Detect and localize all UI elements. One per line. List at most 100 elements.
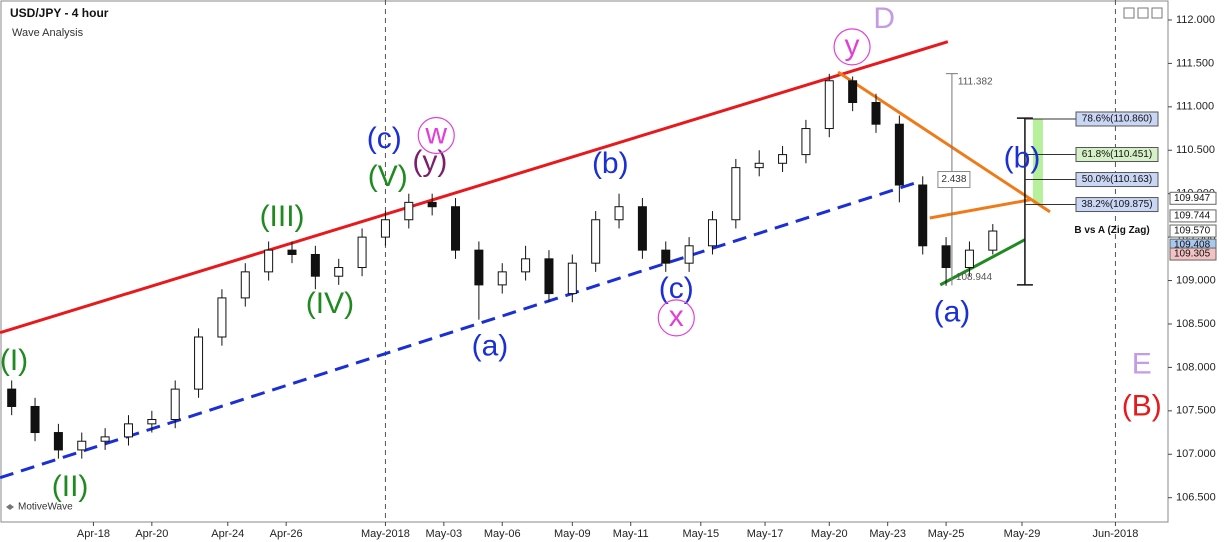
- fib-label: 78.6%(110.860): [1082, 114, 1152, 125]
- wave-label: (II): [52, 470, 89, 503]
- fib-box: [1075, 197, 1159, 213]
- price-tag-label: 109.947: [1174, 193, 1211, 204]
- fib-title: B vs A (Zig Zag): [1074, 225, 1149, 236]
- candle-body: [310, 253, 320, 277]
- target-zone: [1032, 118, 1043, 205]
- y-tick-label: 108.000: [1176, 361, 1216, 373]
- measure-box: [937, 171, 971, 189]
- y-tick-label: 112.000: [1176, 14, 1215, 26]
- candle-body: [170, 388, 180, 421]
- x-tick-label: May-23: [869, 528, 906, 540]
- candle-body: [684, 245, 694, 264]
- candle-body: [474, 249, 484, 286]
- candle-body: [544, 258, 554, 295]
- wave-label: (b): [1004, 142, 1041, 175]
- candle-body: [567, 262, 577, 295]
- wave-label: D: [873, 2, 895, 35]
- x-tick-label: Apr-24: [211, 528, 244, 540]
- wave-label: w: [424, 117, 447, 150]
- y-tick-label: 111.000: [1176, 101, 1214, 113]
- candle-body: [30, 405, 40, 434]
- candle-body: [77, 440, 87, 451]
- wave-label: (B): [1122, 389, 1162, 422]
- candle-body: [824, 80, 834, 130]
- candle-body: [334, 267, 344, 277]
- candle-body: [451, 206, 461, 251]
- wave-label: (a): [472, 329, 509, 362]
- wave-circle: [657, 299, 695, 337]
- candle-body: [147, 419, 157, 425]
- candle-body: [380, 219, 390, 238]
- y-tick-label: 110.500: [1176, 144, 1215, 156]
- candle-body: [848, 80, 858, 103]
- candle-body: [918, 184, 928, 247]
- wave-label: (I): [0, 344, 28, 377]
- candle-body: [217, 297, 227, 338]
- candle-body: [614, 206, 624, 221]
- y-tick-label: 108.500: [1176, 318, 1216, 330]
- candle-body: [894, 123, 904, 186]
- wave-label: (III): [260, 200, 305, 233]
- wave-label: (V): [368, 160, 408, 193]
- x-tick-label: May-17: [747, 528, 784, 540]
- candle-body: [801, 128, 811, 156]
- trendline: [929, 198, 1031, 220]
- x-tick-label: May-03: [425, 528, 462, 540]
- candle-body: [707, 219, 717, 247]
- candle-body: [661, 249, 671, 264]
- y-tick-label: 107.500: [1176, 405, 1216, 417]
- watermark-icon: [6, 504, 14, 510]
- x-tick-label: May-25: [928, 528, 965, 540]
- x-tick-label: Apr-20: [135, 528, 168, 540]
- price-tag: [1169, 209, 1217, 223]
- y-tick-label: 111.500: [1176, 57, 1214, 69]
- price-tag-label: 109.408: [1174, 240, 1211, 251]
- wave-circle: [417, 116, 455, 155]
- candle-body: [100, 436, 110, 442]
- trendline: [939, 238, 1026, 287]
- price-tag: [1169, 191, 1217, 205]
- candle-body: [287, 249, 297, 255]
- wave-label: x: [669, 300, 684, 333]
- price-tag-label: 109.570: [1174, 226, 1211, 237]
- candle-body: [731, 167, 741, 221]
- candle-body: [7, 388, 17, 407]
- candle-body: [404, 201, 414, 221]
- trendline: [0, 180, 921, 480]
- wave-label: y: [845, 29, 860, 62]
- price-tag: [1169, 247, 1217, 261]
- x-tick-label: Apr-18: [77, 528, 110, 540]
- wave-label: (y): [412, 145, 447, 178]
- candle-body: [988, 230, 998, 251]
- measure-label: 2.438: [941, 174, 966, 185]
- y-tick-label: 106.500: [1176, 492, 1216, 504]
- corner-icons: [1123, 7, 1163, 19]
- fib-label: 38.2%(109.875): [1081, 199, 1152, 210]
- x-tick-label: Jun-2018: [1093, 528, 1139, 540]
- x-tick-label: May-2018: [361, 528, 410, 540]
- x-tick-label: May-06: [484, 528, 521, 540]
- candle-body: [871, 101, 881, 125]
- wave-label: (IV): [306, 287, 354, 320]
- x-tick-label: May-15: [682, 528, 719, 540]
- chart-title: USD/JPY - 4 hour: [10, 6, 109, 20]
- x-tick-label: May-11: [613, 528, 649, 540]
- trendline: [0, 40, 949, 335]
- price-tag-label: 109.305: [1174, 249, 1211, 260]
- candle-body: [778, 154, 788, 164]
- measure-top-label: 111.382: [958, 76, 993, 87]
- wave-label: (a): [934, 295, 971, 328]
- fib-label: 61.8%(110.451): [1082, 149, 1152, 160]
- y-tick-label: 109.000: [1176, 274, 1216, 286]
- candle-body: [194, 336, 204, 390]
- watermark: MotiveWave: [18, 502, 73, 513]
- wave-label: (c): [367, 122, 402, 155]
- candle-body: [941, 245, 951, 269]
- x-tick-label: May-20: [811, 528, 848, 540]
- x-tick-label: May-09: [554, 528, 591, 540]
- fib-label: 50.0%(110.163): [1082, 174, 1152, 185]
- plot-frame: [0, 0, 1169, 523]
- measure-bottom-label: 108.944: [956, 272, 993, 283]
